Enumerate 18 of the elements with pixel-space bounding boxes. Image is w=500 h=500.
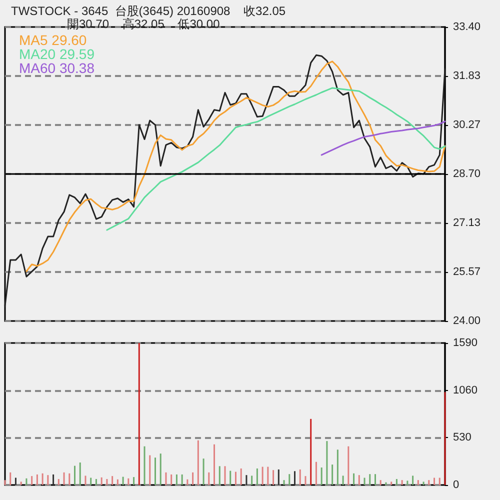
chart-subtitle: 開30.70 高32.05 低30.00 bbox=[67, 17, 220, 31]
text: MA20 29.59 bbox=[19, 46, 95, 62]
chart-title: TWSTOCK - 3645 台股(3645) 20160908 收32.05 bbox=[11, 4, 286, 18]
y-tick-label: 30.27 bbox=[453, 118, 481, 131]
y-tick-label: 24.00 bbox=[453, 315, 481, 327]
y-tick-label: 1590 bbox=[453, 337, 478, 349]
line-series bbox=[106, 87, 446, 231]
y-tick-label: 27.13 bbox=[453, 217, 481, 230]
y-tick-label: 530 bbox=[453, 432, 472, 444]
y-tick-label: 1060 bbox=[453, 384, 478, 396]
line-series bbox=[320, 120, 446, 156]
y-tick-label: 31.83 bbox=[453, 70, 481, 82]
text: MA60 30.38 bbox=[19, 60, 95, 76]
y-tick-label: 25.57 bbox=[453, 266, 481, 278]
y-tick-label: 28.70 bbox=[453, 168, 481, 180]
y-tick-label: 0 bbox=[453, 479, 460, 491]
y-tick-label: 33.40 bbox=[453, 21, 481, 33]
text: MA5 29.60 bbox=[19, 32, 87, 48]
